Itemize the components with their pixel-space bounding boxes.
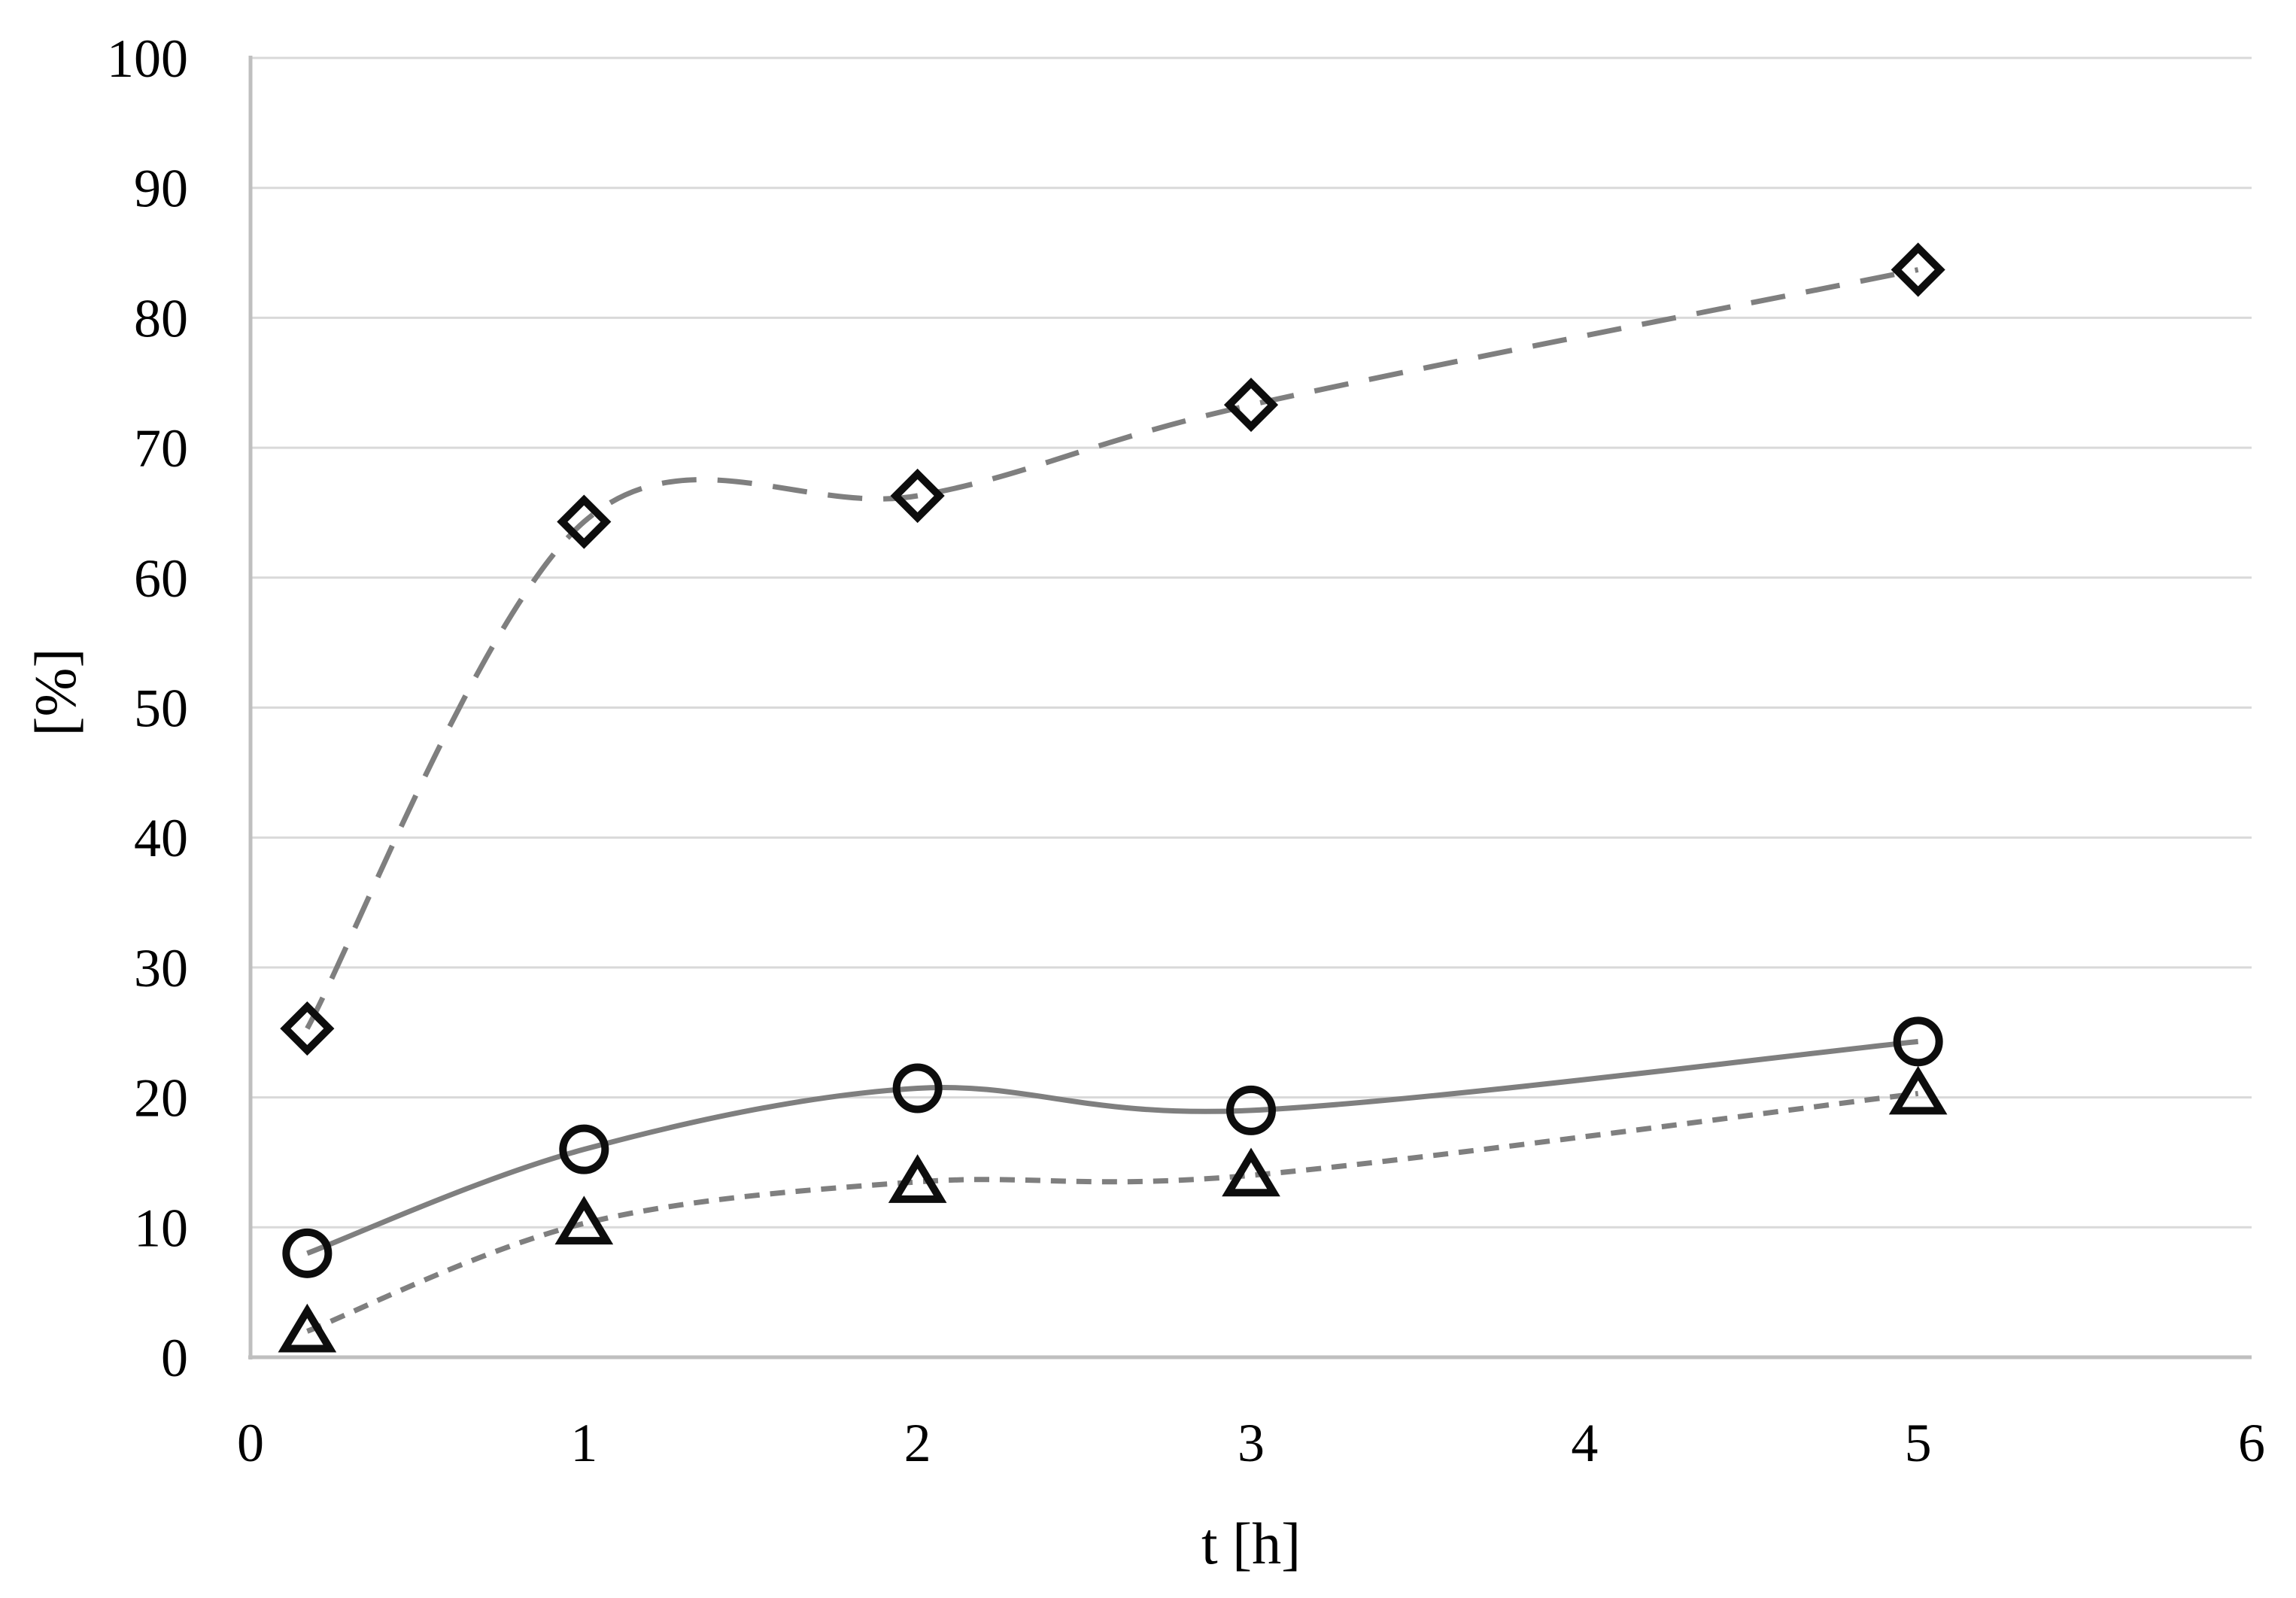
y-tick-label: 80 (134, 288, 188, 348)
circle-marker (1893, 1016, 1943, 1067)
circle-marker (1226, 1085, 1276, 1135)
axes (248, 56, 2252, 1360)
series-lines (305, 267, 1919, 1334)
x-axis-title: t [h] (1201, 1511, 1301, 1576)
x-tick-label: 2 (904, 1413, 931, 1473)
diamond-marker (1223, 378, 1279, 433)
y-tick-label: 30 (134, 938, 188, 998)
y-tick-label: 50 (134, 679, 188, 739)
diamond-marker (280, 1001, 335, 1056)
y-tick-label: 0 (161, 1328, 188, 1388)
x-tick-label: 4 (1571, 1413, 1598, 1473)
circle-marker (559, 1124, 609, 1174)
y-tick-label: 100 (107, 29, 188, 89)
x-tick-label: 5 (1905, 1413, 1932, 1473)
gridlines (251, 56, 2252, 1229)
series-markers (278, 242, 1948, 1353)
x-tick-label: 0 (237, 1413, 264, 1473)
x-axis-tick-labels: 0 1 2 3 4 5 6 (237, 1413, 2265, 1473)
y-tick-label: 90 (134, 159, 188, 219)
y-tick-label: 70 (134, 418, 188, 478)
triangle-marker (278, 1303, 337, 1353)
y-tick-label: 60 (134, 548, 188, 609)
y-tick-label: 10 (134, 1198, 188, 1258)
triangle-marker (1888, 1065, 1948, 1115)
diamond-marker (890, 468, 945, 524)
triangle-marker (888, 1154, 947, 1203)
series-line-triangle-short-dash (306, 1090, 1919, 1334)
x-tick-label: 1 (570, 1413, 597, 1473)
triangle-marker (1222, 1147, 1280, 1197)
y-tick-label: 40 (134, 808, 188, 868)
y-tick-label: 20 (134, 1068, 188, 1129)
series-line-diamond-long-dash (305, 267, 1919, 1030)
diamond-marker (557, 494, 612, 549)
series-line-circle-solid (306, 1038, 1919, 1256)
circle-marker (282, 1228, 333, 1278)
x-tick-label: 3 (1238, 1413, 1265, 1473)
x-tick-label: 6 (2238, 1413, 2265, 1473)
y-axis-tick-labels: 0 10 20 30 40 50 60 70 80 90 100 (107, 29, 188, 1388)
triangle-marker (554, 1195, 614, 1245)
circle-marker (892, 1063, 943, 1113)
y-axis-title: [%] (23, 649, 88, 737)
diamond-marker (1891, 242, 1945, 297)
